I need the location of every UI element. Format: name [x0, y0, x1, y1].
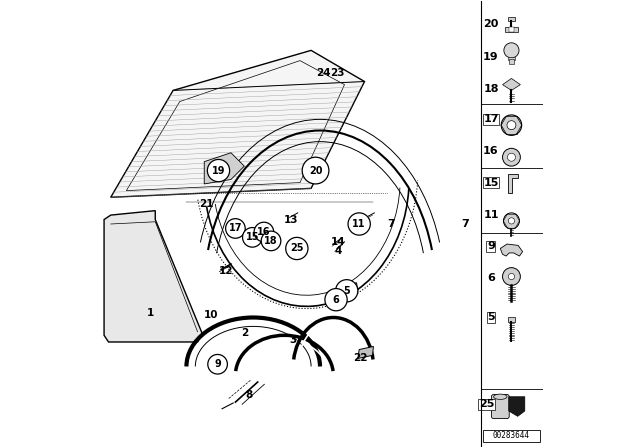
Text: 12: 12: [220, 266, 234, 276]
Text: 15: 15: [246, 233, 259, 242]
Polygon shape: [348, 283, 358, 294]
Text: 7: 7: [388, 219, 395, 229]
Text: 5: 5: [487, 313, 495, 323]
Text: 11: 11: [483, 210, 499, 220]
Bar: [508, 17, 515, 22]
Ellipse shape: [493, 394, 507, 400]
Circle shape: [325, 289, 347, 311]
Bar: [508, 318, 515, 322]
Polygon shape: [111, 50, 365, 197]
Circle shape: [507, 121, 516, 129]
Circle shape: [502, 267, 520, 285]
Text: 11: 11: [353, 219, 366, 229]
Circle shape: [285, 237, 308, 260]
Circle shape: [508, 153, 515, 161]
Circle shape: [348, 213, 371, 235]
Polygon shape: [500, 244, 523, 256]
Circle shape: [254, 222, 274, 242]
Circle shape: [335, 280, 358, 302]
Bar: [505, 27, 518, 32]
Bar: [509, 27, 514, 32]
Circle shape: [261, 231, 281, 251]
Polygon shape: [508, 174, 518, 193]
Text: 20: 20: [483, 19, 499, 29]
Text: 16: 16: [483, 146, 499, 156]
Circle shape: [508, 218, 515, 224]
Text: 20: 20: [308, 166, 323, 176]
Text: 9: 9: [487, 241, 495, 251]
Text: 4: 4: [334, 246, 342, 256]
Polygon shape: [104, 211, 202, 342]
Bar: [508, 57, 515, 60]
Text: 18: 18: [264, 236, 278, 246]
Text: 1: 1: [147, 308, 154, 318]
Text: 00283644: 00283644: [493, 431, 530, 440]
Bar: [509, 59, 514, 64]
Text: 9: 9: [214, 359, 221, 369]
Text: 22: 22: [353, 353, 367, 362]
Polygon shape: [509, 397, 525, 416]
Polygon shape: [358, 346, 373, 358]
Text: 21: 21: [199, 199, 214, 209]
Text: 19: 19: [212, 166, 225, 176]
Bar: [483, 430, 540, 442]
Text: 15: 15: [483, 177, 499, 188]
Circle shape: [504, 43, 519, 58]
Text: 10: 10: [204, 310, 218, 320]
Text: 24: 24: [316, 68, 330, 78]
Circle shape: [243, 228, 262, 247]
Text: 17: 17: [483, 114, 499, 125]
Text: 25: 25: [479, 399, 494, 409]
Text: 17: 17: [228, 224, 242, 233]
Text: 25: 25: [290, 243, 303, 254]
Text: 18: 18: [483, 84, 499, 94]
Polygon shape: [204, 153, 244, 184]
Circle shape: [207, 159, 230, 182]
Text: 19: 19: [483, 52, 499, 62]
Text: 7: 7: [461, 219, 468, 229]
Text: 23: 23: [330, 68, 345, 78]
Circle shape: [226, 219, 245, 238]
Text: 3: 3: [290, 335, 297, 345]
Text: 13: 13: [284, 215, 298, 224]
Circle shape: [502, 148, 520, 166]
Text: 16: 16: [257, 227, 271, 237]
Circle shape: [508, 273, 515, 280]
Circle shape: [208, 354, 227, 374]
Circle shape: [501, 115, 522, 135]
Text: 5: 5: [343, 286, 350, 296]
Text: 6: 6: [487, 273, 495, 283]
Text: 8: 8: [245, 390, 252, 401]
Circle shape: [302, 157, 329, 184]
Circle shape: [504, 213, 520, 229]
Text: 6: 6: [333, 295, 339, 305]
FancyBboxPatch shape: [492, 395, 509, 418]
Polygon shape: [502, 78, 520, 90]
Text: 2: 2: [241, 328, 249, 338]
Polygon shape: [337, 293, 348, 304]
Text: 14: 14: [330, 237, 345, 247]
